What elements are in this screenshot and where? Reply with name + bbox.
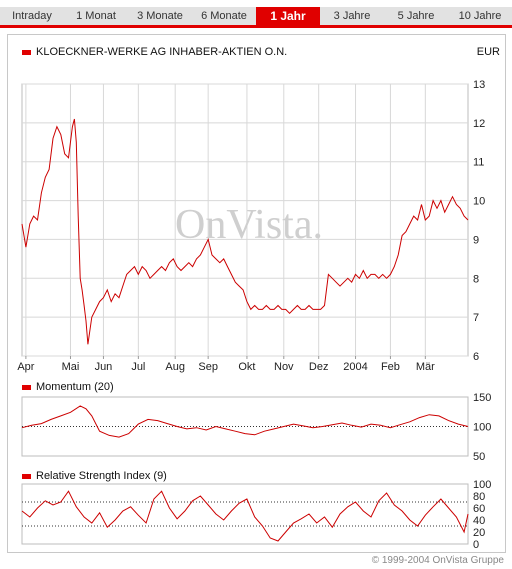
price-y-tick-label: 7 <box>473 312 479 324</box>
price-y-tick-label: 13 <box>473 79 485 91</box>
price-chart-header: KLOECKNER-WERKE AG INHABER-AKTIEN O.N. <box>22 46 287 58</box>
momentum-title: Momentum (20) <box>36 381 114 393</box>
rsi-y-tick-label: 60 <box>473 503 485 515</box>
rsi-y-tick-label: 0 <box>473 539 479 551</box>
rsi-header: Relative Strength Index (9) <box>22 470 167 482</box>
tab-1-jahr[interactable]: 1 Jahr <box>256 7 320 25</box>
rsi-y-tick-label: 40 <box>473 515 485 527</box>
rsi-legend-swatch <box>22 473 31 479</box>
rsi-series-line <box>21 490 469 542</box>
tab-intraday[interactable]: Intraday <box>12 10 52 22</box>
price-x-tick-label: Apr <box>17 361 34 373</box>
tab-3-monate[interactable]: 3 Monate <box>137 10 183 22</box>
tab-10-jahre[interactable]: 10 Jahre <box>458 10 502 22</box>
rsi-y-tick-label: 80 <box>473 491 485 503</box>
price-x-tick-label: Mär <box>416 361 435 373</box>
tab-6-monate[interactable]: 6 Monate <box>201 10 247 22</box>
price-x-tick-label: 2004 <box>343 361 367 373</box>
momentum-y-tick-label: 100 <box>473 422 491 434</box>
momentum-header: Momentum (20) <box>22 381 114 393</box>
momentum-series-line <box>21 405 469 438</box>
price-series-line <box>21 118 469 345</box>
tab-1-monat[interactable]: 1 Monat <box>76 10 116 22</box>
period-tabs: Intraday 1 Monat 3 Monate 6 Monate 1 Jah… <box>0 7 512 25</box>
rsi-plot-area <box>21 483 469 545</box>
price-x-tick-label: Sep <box>198 361 218 373</box>
price-y-tick-label: 9 <box>473 234 479 246</box>
momentum-panel: 50 100 150 <box>21 392 491 463</box>
price-y-tick-label: 6 <box>473 351 479 363</box>
price-y-tick-label: 10 <box>473 196 485 208</box>
chart-frame <box>7 34 506 553</box>
price-y-tick-label: 8 <box>473 273 479 285</box>
currency-label: EUR <box>476 46 500 58</box>
price-legend-swatch <box>22 49 31 55</box>
price-x-tick-label: Feb <box>381 361 400 373</box>
price-panel: 6 7 8 9 10 11 12 13 Apr Mai Jun Jul Aug Sep Okt Nov Dez 2… <box>17 79 485 373</box>
onvista-watermark: OnVista. <box>175 202 323 248</box>
momentum-y-tick-label: 150 <box>473 392 491 404</box>
tab-3-jahre[interactable]: 3 Jahre <box>333 10 371 22</box>
price-x-tick-label: Mai <box>62 361 80 373</box>
price-x-tick-label: Nov <box>274 361 294 373</box>
price-plot-area <box>21 83 469 357</box>
rsi-y-tick-label: 20 <box>473 527 485 539</box>
tab-underline <box>0 25 512 28</box>
momentum-legend-swatch <box>22 384 31 390</box>
price-x-tick-label: Jun <box>95 361 113 373</box>
price-x-tick-label: Dez <box>309 361 329 373</box>
price-x-tick-label: Jul <box>131 361 145 373</box>
tab-5-jahre[interactable]: 5 Jahre <box>397 10 435 22</box>
rsi-y-tick-label: 100 <box>473 479 491 491</box>
copyright: © 1999-2004 OnVista Gruppe <box>371 555 504 566</box>
rsi-title: Relative Strength Index (9) <box>36 470 167 482</box>
price-x-tick-label: Okt <box>238 361 255 373</box>
momentum-y-tick-label: 50 <box>473 451 485 463</box>
price-chart-title: KLOECKNER-WERKE AG INHABER-AKTIEN O.N. <box>36 46 288 58</box>
price-x-tick-label: Aug <box>165 361 185 373</box>
price-y-tick-label: 12 <box>473 118 485 130</box>
price-y-tick-label: 11 <box>473 157 484 169</box>
